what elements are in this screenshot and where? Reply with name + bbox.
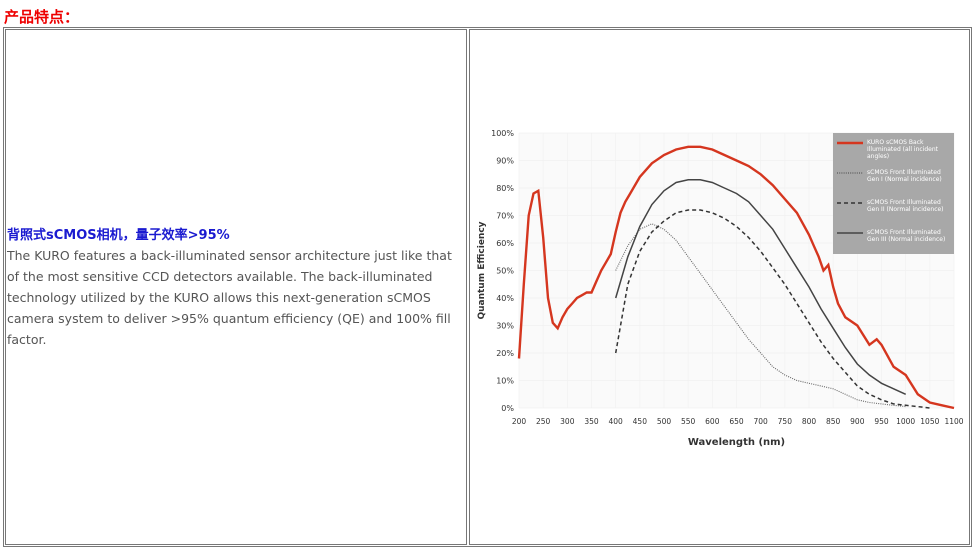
text-cell: 背照式sCMOS相机，量子效率>95% The KURO features a … xyxy=(5,29,467,545)
x-tick-label: 500 xyxy=(657,417,672,426)
x-tick-label: 550 xyxy=(681,417,696,426)
legend-entry: sCMOS Front Illuminated Gen I (Normal in… xyxy=(867,169,942,183)
y-tick-label: 60% xyxy=(496,239,514,248)
x-tick-label: 750 xyxy=(778,417,793,426)
x-tick-label: 650 xyxy=(729,417,744,426)
feature-heading: 背照式sCMOS相机，量子效率>95% xyxy=(7,228,230,243)
legend-entry: sCMOS Front Illuminated Gen III (Normal … xyxy=(867,229,946,243)
y-tick-label: 0% xyxy=(501,404,514,413)
x-tick-label: 1050 xyxy=(920,417,939,426)
x-tick-label: 450 xyxy=(633,417,648,426)
y-tick-label: 50% xyxy=(496,267,514,276)
y-tick-label: 70% xyxy=(496,212,514,221)
qe-line xyxy=(615,223,906,408)
x-tick-label: 950 xyxy=(874,417,889,426)
legend-label: sCMOS Front Illuminated Gen III (Normal … xyxy=(867,229,946,243)
y-axis-title: Quantum Efficiency xyxy=(477,221,487,319)
y-tick-label: 80% xyxy=(496,184,514,193)
x-tick-label: 350 xyxy=(584,417,599,426)
legend-entry: KURO sCMOS Back Illuminated (all inciden… xyxy=(867,139,939,160)
feature-body: The KURO features a back-illuminated sen… xyxy=(7,248,452,347)
x-tick-label: 400 xyxy=(609,417,624,426)
y-tick-label: 100% xyxy=(491,129,514,138)
legend-box xyxy=(833,133,954,254)
legend-entry: sCMOS Front Illuminated Gen II (Normal i… xyxy=(867,199,944,213)
y-tick-label: 40% xyxy=(496,294,514,303)
y-tick-label: 20% xyxy=(496,349,514,358)
chart-cell: 0% 10% 20% 30% 40% 50% 60% 70% 80% 90% 100% 200 250 3… xyxy=(469,29,970,545)
section-title: 产品特点： xyxy=(4,8,80,26)
x-tick-label: 800 xyxy=(802,417,817,426)
y-tick-label: 90% xyxy=(496,157,514,166)
x-tick-label: 850 xyxy=(826,417,841,426)
qe-line xyxy=(517,145,955,410)
legend-label: KURO sCMOS Back Illuminated (all inciden… xyxy=(867,139,939,160)
x-tick-label: 200 xyxy=(512,417,527,426)
qe-line xyxy=(614,179,907,395)
x-tick-label: 600 xyxy=(705,417,720,426)
legend-label: sCMOS Front Illuminated Gen I (Normal in… xyxy=(867,169,942,183)
x-tick-label: 1000 xyxy=(896,417,915,426)
feature-table: 背照式sCMOS相机，量子效率>95% The KURO features a … xyxy=(3,27,972,547)
x-tick-label: 900 xyxy=(850,417,865,426)
x-tick-label: 700 xyxy=(754,417,769,426)
qe-chart: 0% 10% 20% 30% 40% 50% 60% 70% 80% 90% 100% 200 250 3… xyxy=(477,129,964,448)
x-tick-label: 300 xyxy=(560,417,575,426)
x-axis-title: Wavelength (nm) xyxy=(688,437,785,448)
legend-label: sCMOS Front Illuminated Gen II (Normal i… xyxy=(867,199,944,213)
x-tick-label: 1100 xyxy=(944,417,963,426)
y-tick-label: 30% xyxy=(496,322,514,331)
qe-line xyxy=(614,209,930,409)
x-tick-label: 250 xyxy=(536,417,551,426)
y-tick-label: 10% xyxy=(496,377,514,386)
